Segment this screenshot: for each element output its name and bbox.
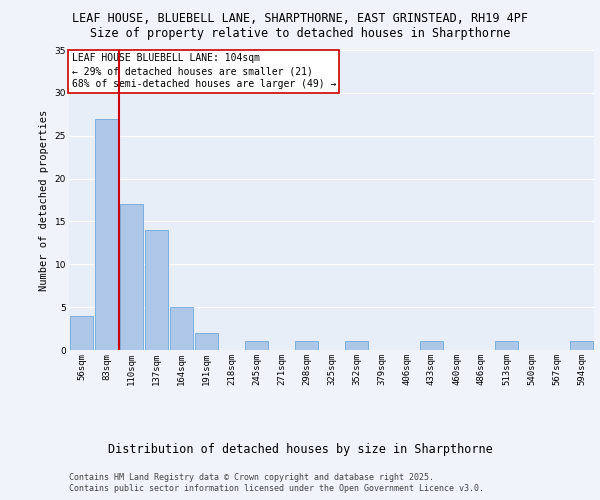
Bar — [570, 342, 593, 350]
Bar — [295, 342, 318, 350]
Bar — [495, 342, 518, 350]
Text: Size of property relative to detached houses in Sharpthorne: Size of property relative to detached ho… — [90, 28, 510, 40]
Bar — [245, 342, 268, 350]
Bar — [170, 307, 193, 350]
Bar — [95, 118, 118, 350]
Bar — [70, 316, 93, 350]
Text: LEAF HOUSE, BLUEBELL LANE, SHARPTHORNE, EAST GRINSTEAD, RH19 4PF: LEAF HOUSE, BLUEBELL LANE, SHARPTHORNE, … — [72, 12, 528, 26]
Text: Distribution of detached houses by size in Sharpthorne: Distribution of detached houses by size … — [107, 442, 493, 456]
Text: Contains public sector information licensed under the Open Government Licence v3: Contains public sector information licen… — [69, 484, 484, 493]
Text: LEAF HOUSE BLUEBELL LANE: 104sqm
← 29% of detached houses are smaller (21)
68% o: LEAF HOUSE BLUEBELL LANE: 104sqm ← 29% o… — [71, 53, 336, 90]
Bar — [345, 342, 368, 350]
Bar — [195, 333, 218, 350]
Bar — [120, 204, 143, 350]
Bar — [420, 342, 443, 350]
Text: Contains HM Land Registry data © Crown copyright and database right 2025.: Contains HM Land Registry data © Crown c… — [69, 472, 434, 482]
Y-axis label: Number of detached properties: Number of detached properties — [39, 110, 49, 290]
Bar — [145, 230, 168, 350]
